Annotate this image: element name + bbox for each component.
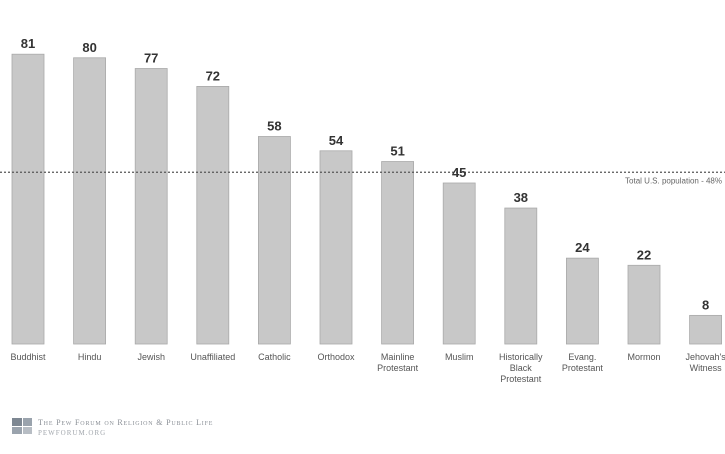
category-label-1: Hindu — [78, 352, 102, 362]
category-label-0: Buddhist — [10, 352, 46, 362]
category-label-5: Orthodox — [317, 352, 355, 362]
value-labels-layer: 81 80 77 72 58 54 51 45 38 24 22 8 — [21, 36, 709, 312]
source-text: The Pew Forum on Religion & Public Life … — [38, 418, 213, 438]
reference-line-label: Total U.S. population - 48% — [625, 176, 722, 185]
category-label-6: Mainline Protestant — [377, 352, 419, 373]
value-label-3: 72 — [206, 68, 220, 83]
category-label-4: Catholic — [258, 352, 291, 362]
bars-layer — [11, 53, 722, 345]
bar-9 — [566, 257, 599, 345]
value-label-0: 81 — [21, 36, 35, 51]
value-label-1: 80 — [82, 40, 96, 55]
bar-0 — [11, 53, 45, 345]
bar-1 — [73, 57, 106, 345]
pew-logo-icon — [12, 418, 32, 434]
category-label-10: Mormon — [627, 352, 660, 362]
bar-7 — [442, 182, 476, 345]
category-label-11: Jehovah's Witness — [685, 352, 725, 373]
bar-11 — [689, 314, 722, 345]
bar-6 — [381, 161, 415, 345]
bar-2 — [134, 68, 168, 345]
bar-3 — [196, 86, 230, 345]
value-label-4: 58 — [267, 118, 281, 133]
value-label-6: 51 — [390, 144, 404, 159]
bar-10 — [627, 264, 661, 345]
value-label-2: 77 — [144, 51, 158, 66]
category-label-2: Jewish — [137, 352, 165, 362]
value-label-9: 24 — [575, 240, 590, 255]
category-labels-layer: Buddhist Hindu Jewish Unaffiliated Catholic O… — [10, 352, 725, 384]
bar-4 — [257, 136, 291, 345]
category-label-3: Unaffiliated — [190, 352, 235, 362]
value-label-7: 45 — [452, 165, 466, 180]
value-label-10: 22 — [637, 247, 651, 262]
source-website: pewforum.org — [38, 429, 107, 437]
category-label-8: Historically Black Protestant — [499, 352, 543, 384]
category-label-9: Evang. Protestant — [562, 352, 604, 373]
value-label-11: 8 — [702, 297, 709, 312]
value-label-5: 54 — [329, 133, 344, 148]
bar-chart: Total U.S. population - 48% 81 80 77 72 58 54… — [0, 36, 725, 384]
category-label-7: Muslim — [445, 352, 474, 362]
source-footer: The Pew Forum on Religion & Public Life … — [12, 418, 213, 438]
source-org-name: The Pew Forum on Religion & Public Life — [38, 418, 214, 427]
value-label-8: 38 — [514, 190, 528, 205]
bar-5 — [319, 150, 353, 345]
bar-8 — [504, 207, 538, 345]
reference-layer: Total U.S. population - 48% — [0, 171, 725, 185]
